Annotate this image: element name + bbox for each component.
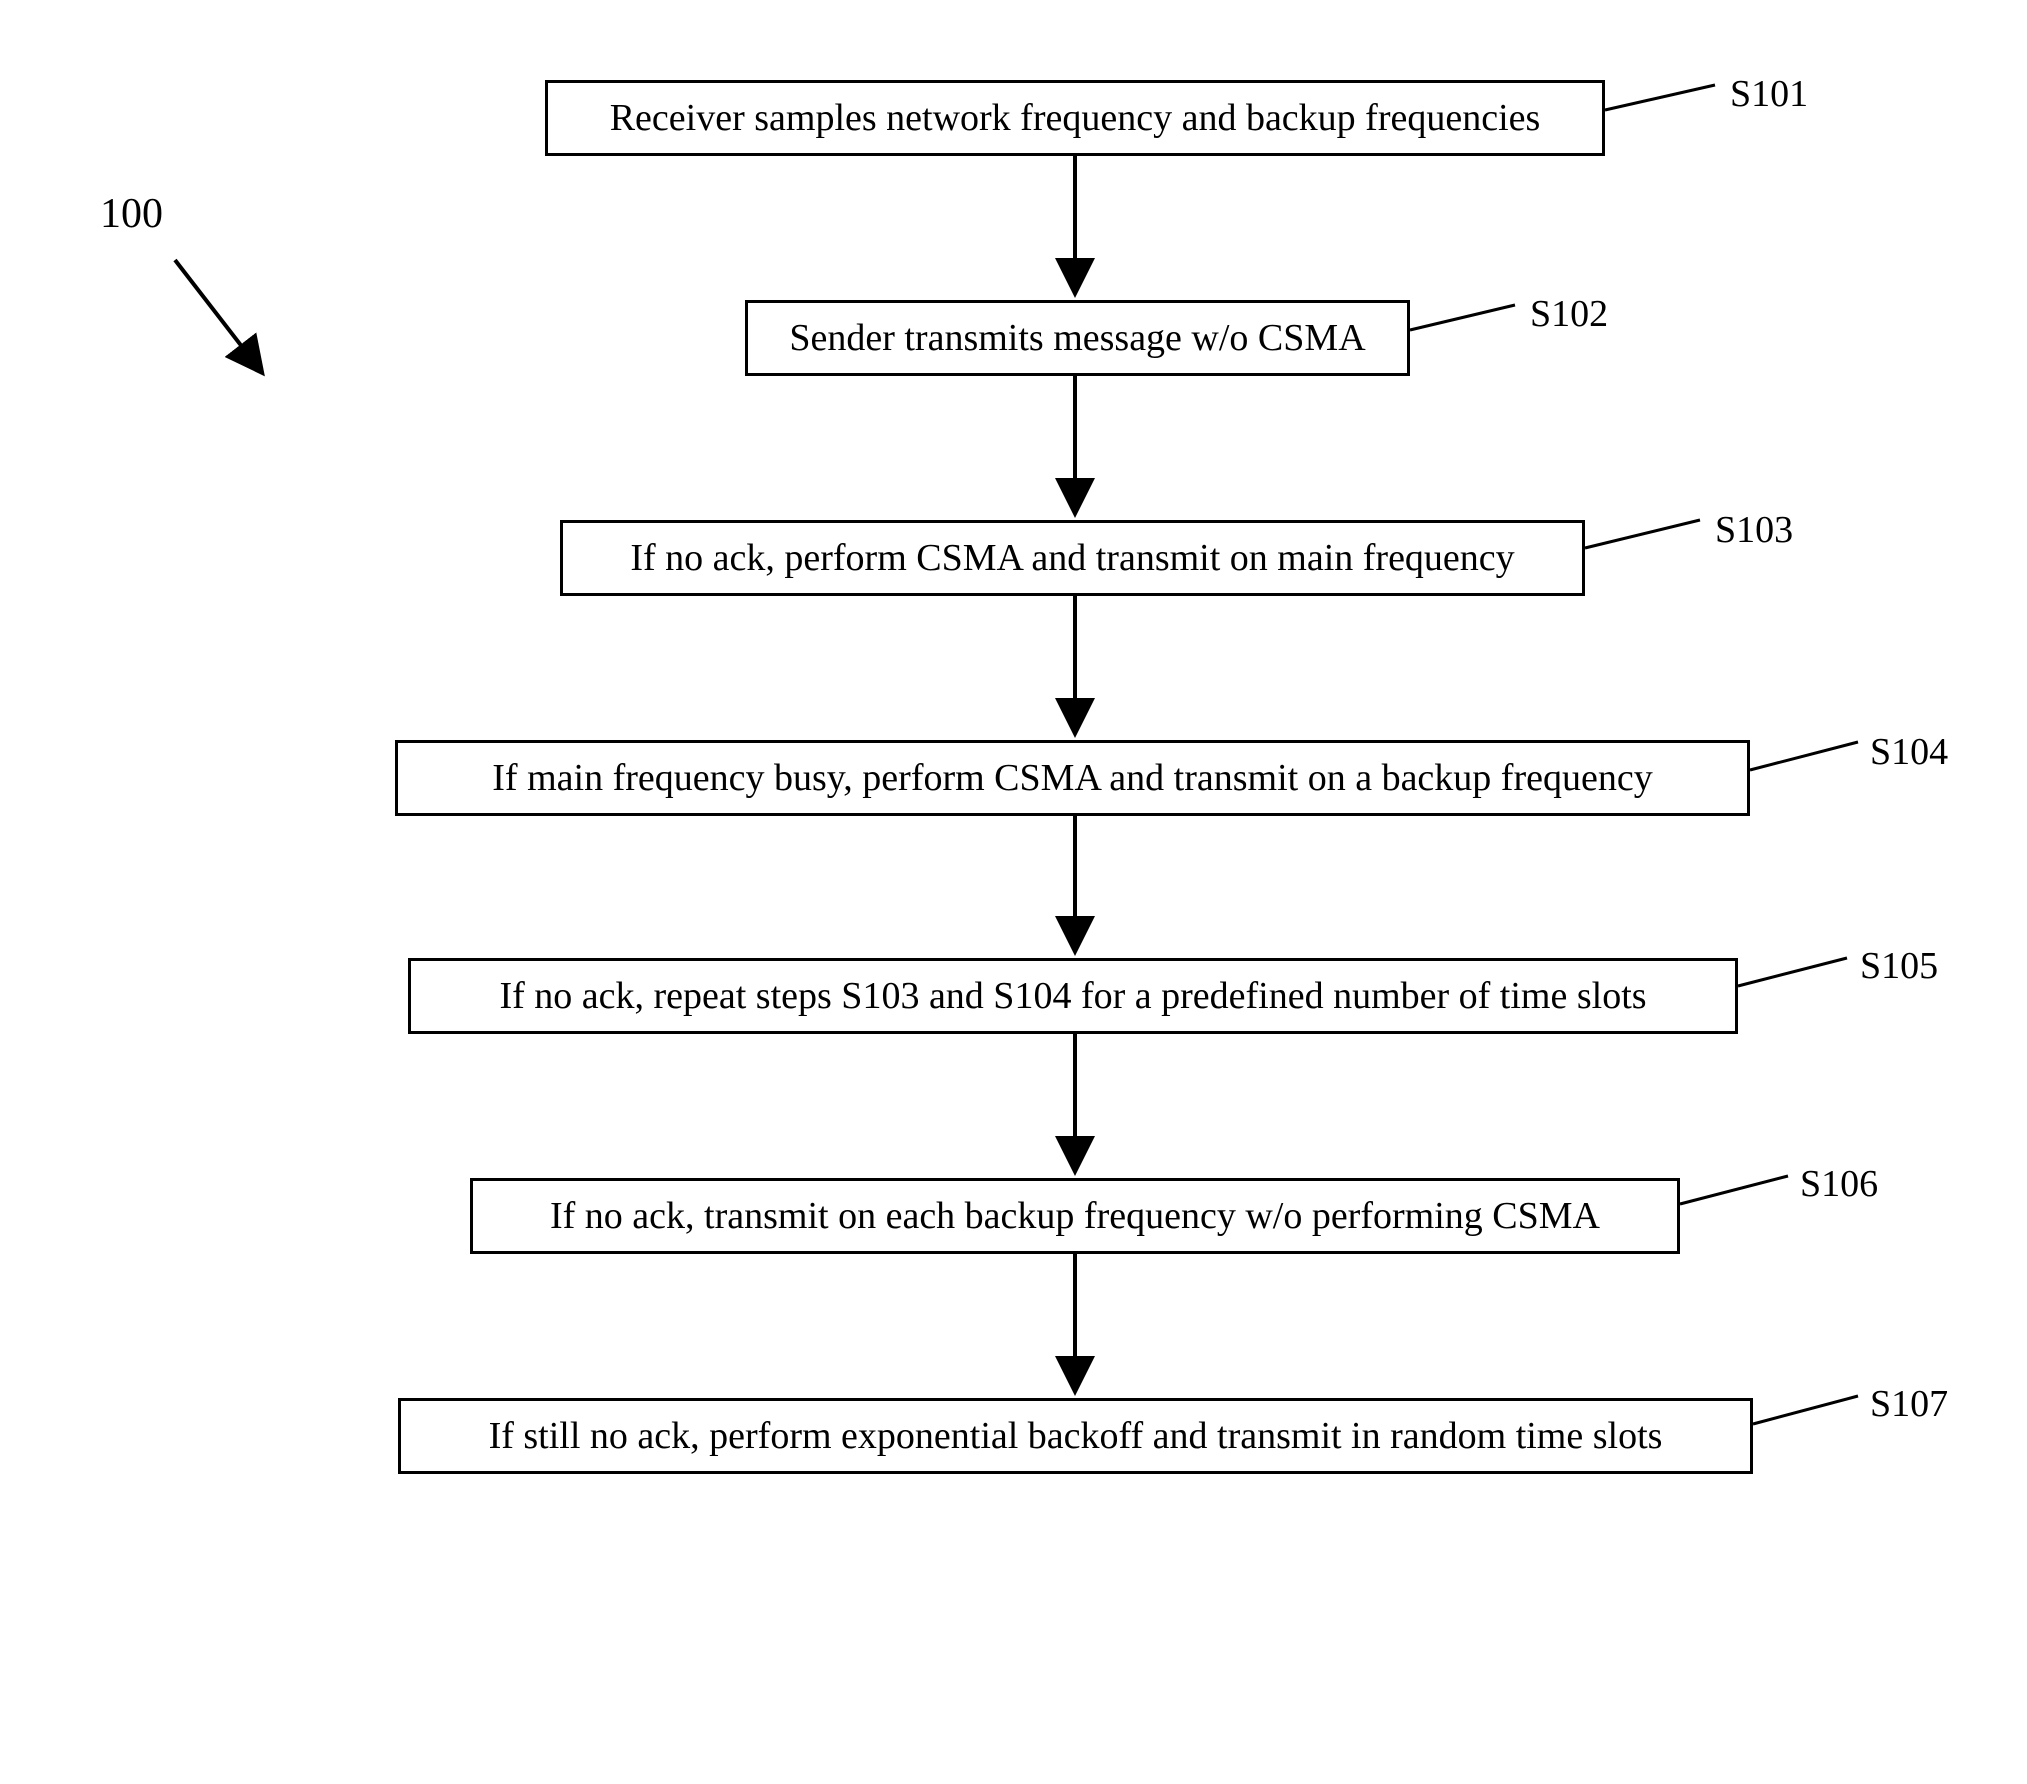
flowchart-edges (0, 0, 2027, 1784)
flowchart-container: 100 Receiver samples network frequency a… (0, 0, 2027, 1784)
